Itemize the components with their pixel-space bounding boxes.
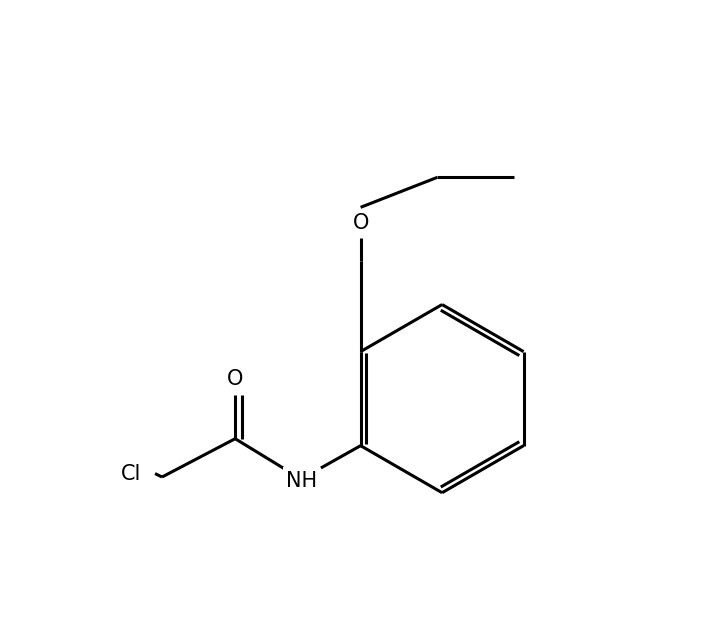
Text: O: O (227, 369, 243, 389)
Text: NH: NH (286, 471, 317, 491)
Text: O: O (352, 213, 369, 232)
Text: Cl: Cl (120, 464, 141, 484)
